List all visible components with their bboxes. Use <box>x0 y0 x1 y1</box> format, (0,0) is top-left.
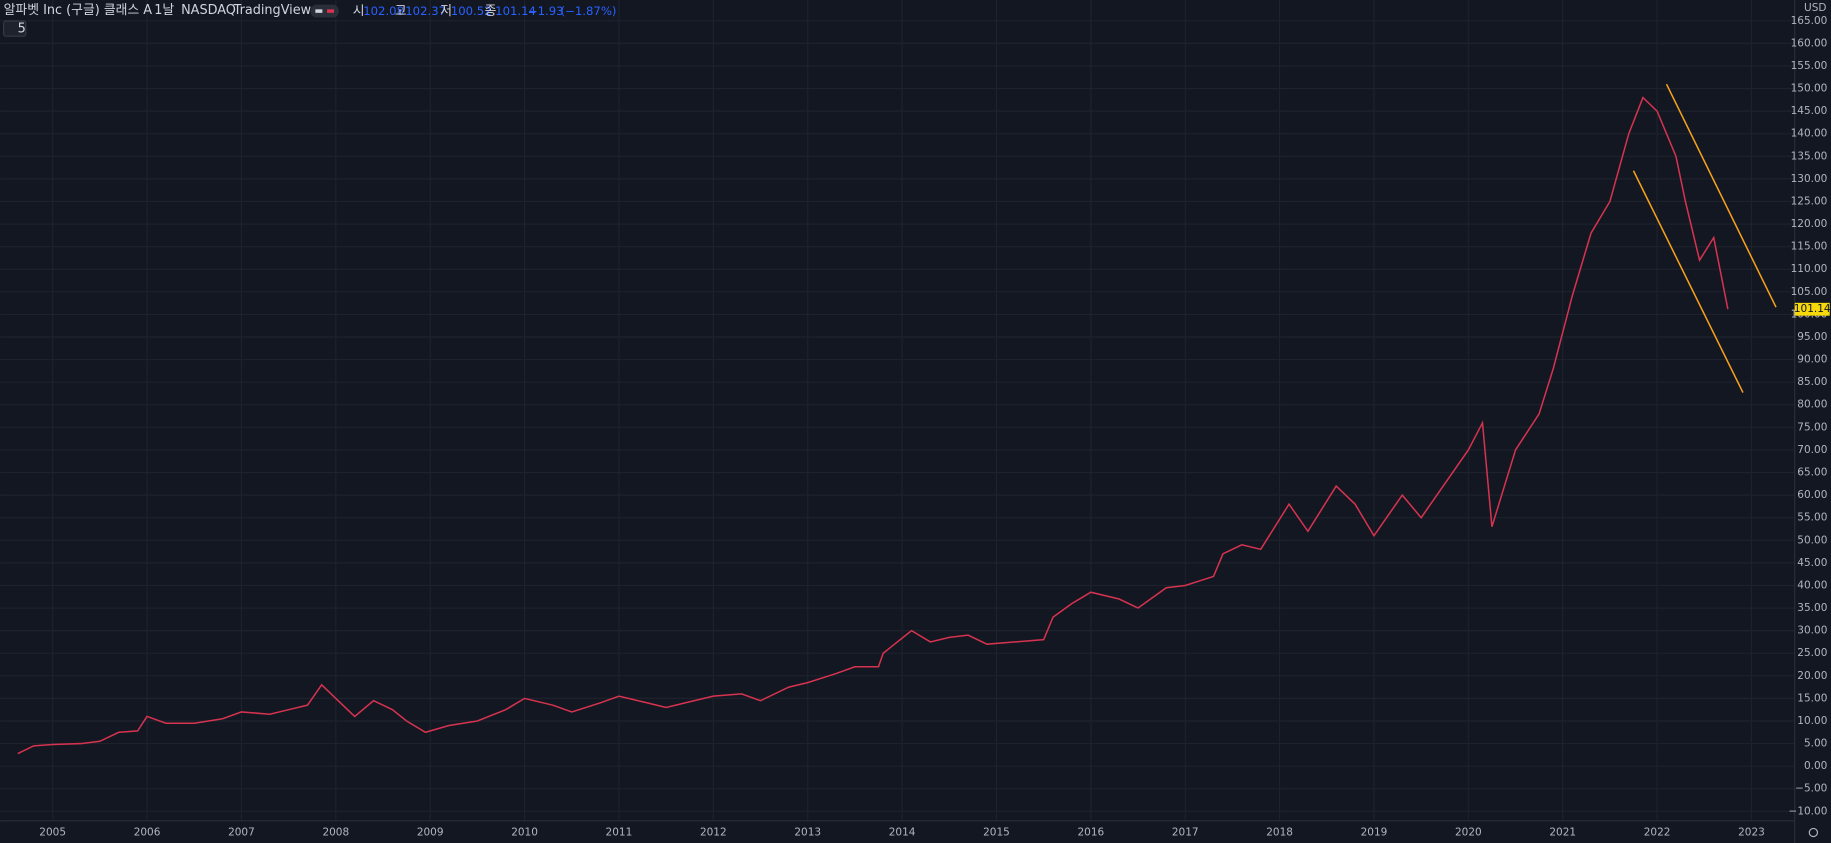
y-tick-label: 145.00 <box>1791 105 1828 117</box>
y-tick-label: −5.00 <box>1795 783 1827 795</box>
x-tick-label: 2012 <box>700 826 727 838</box>
y-tick-label: 125.00 <box>1791 195 1828 207</box>
y-tick-label: 5.00 <box>1804 738 1827 750</box>
y-tick-label: 65.00 <box>1797 467 1827 479</box>
x-tick-label: 2010 <box>511 826 538 838</box>
symbol: 알파벳 Inc (구글) 클래스 A <box>4 3 153 18</box>
x-tick-label: 2009 <box>417 826 444 838</box>
y-tick-label: 80.00 <box>1797 399 1827 411</box>
toggle-icon <box>327 9 335 13</box>
last-price-tag <box>1794 302 1830 316</box>
y-tick-label: −10.00 <box>1789 805 1828 817</box>
y-tick-label: 155.00 <box>1791 60 1828 72</box>
ohlc-label: 저 <box>440 4 452 19</box>
x-tick-label: 2020 <box>1455 826 1482 838</box>
price-line <box>17 96 1729 755</box>
x-tick-label: 2023 <box>1738 826 1765 838</box>
y-tick-label: 110.00 <box>1791 263 1828 275</box>
x-tick-label: 2014 <box>889 826 916 838</box>
currency[interactable]: USD <box>1804 2 1826 14</box>
toggle-icon <box>315 9 323 13</box>
x-tick-label: 2018 <box>1266 826 1293 838</box>
y-tick-label: 165.00 <box>1791 15 1828 27</box>
ohlc-label: 종 <box>485 4 497 19</box>
ohlc-value: 102.37 <box>405 4 446 18</box>
y-tick-label: 115.00 <box>1791 241 1828 253</box>
y-tick-label: 85.00 <box>1797 376 1827 388</box>
source: TradingView <box>233 3 312 18</box>
x-tick-label: 2005 <box>39 826 66 838</box>
change: −1.93 <box>528 4 564 18</box>
x-tick-label: 2021 <box>1549 826 1576 838</box>
exchange: NASDAQ <box>181 3 236 18</box>
interval-selector[interactable] <box>3 20 27 37</box>
y-tick-label: 35.00 <box>1797 602 1827 614</box>
toggle[interactable] <box>310 4 339 18</box>
y-tick-label: 120.00 <box>1791 218 1828 230</box>
plot <box>17 83 1777 755</box>
y-tick-label: 105.00 <box>1791 286 1828 298</box>
y-tick-label: 140.00 <box>1791 128 1828 140</box>
x-tick-label: 2008 <box>322 826 349 838</box>
y-tick-label: 40.00 <box>1797 579 1827 591</box>
interval: 1날 <box>154 3 174 18</box>
y-tick-label: 70.00 <box>1797 444 1827 456</box>
trendline <box>1665 83 1777 308</box>
y-tick-label: 55.00 <box>1797 512 1827 524</box>
x-tick-label: 2011 <box>606 826 633 838</box>
grid <box>0 0 1795 821</box>
settings-icon[interactable] <box>1808 827 1819 838</box>
x-tick-label: 2017 <box>1172 826 1199 838</box>
x-tick-label: 2006 <box>134 826 161 838</box>
y-tick-label: 15.00 <box>1797 692 1827 704</box>
y-tick-label: 130.00 <box>1791 173 1828 185</box>
last-price-label: 101.14 <box>1794 303 1831 315</box>
y-tick-label: 25.00 <box>1797 647 1827 659</box>
x-tick-label: 2015 <box>983 826 1010 838</box>
y-tick-label: 90.00 <box>1797 354 1827 366</box>
y-tick-label: 160.00 <box>1791 37 1828 49</box>
ohlc-label: 시 <box>353 4 365 19</box>
x-tick-label: 2019 <box>1361 826 1388 838</box>
y-tick-label: 75.00 <box>1797 421 1827 433</box>
y-tick-label: 45.00 <box>1797 557 1827 569</box>
y-tick-label: 30.00 <box>1797 625 1827 637</box>
ohlc-label: 고 <box>395 4 407 19</box>
interval-selector-label: 5 <box>18 22 26 37</box>
y-tick-label: 135.00 <box>1791 150 1828 162</box>
y-tick-label: 95.00 <box>1797 331 1827 343</box>
x-tick-label: 2022 <box>1644 826 1671 838</box>
axes: −10.00 −5.00 0.00 5.00 10.00 15.00 20.00 25.00 3… <box>39 15 1831 839</box>
y-tick-label: 0.00 <box>1804 760 1827 772</box>
y-tick-label: 60.00 <box>1797 489 1827 501</box>
y-tick-label: 50.00 <box>1797 534 1827 546</box>
ohlc-value: 100.52 <box>451 4 492 18</box>
x-tick-label: 2016 <box>1077 826 1104 838</box>
y-tick-label: 10.00 <box>1797 715 1827 727</box>
y-tick-label: 20.00 <box>1797 670 1827 682</box>
ohlc-value: 102.08 <box>363 4 404 18</box>
trendline <box>1632 170 1744 393</box>
x-tick-label: 2007 <box>228 826 255 838</box>
change-pct: (−1.87%) <box>561 4 617 18</box>
ohlc-value: 101.14 <box>495 4 536 18</box>
y-tick-label: 150.00 <box>1791 83 1828 95</box>
x-tick-label: 2013 <box>794 826 821 838</box>
